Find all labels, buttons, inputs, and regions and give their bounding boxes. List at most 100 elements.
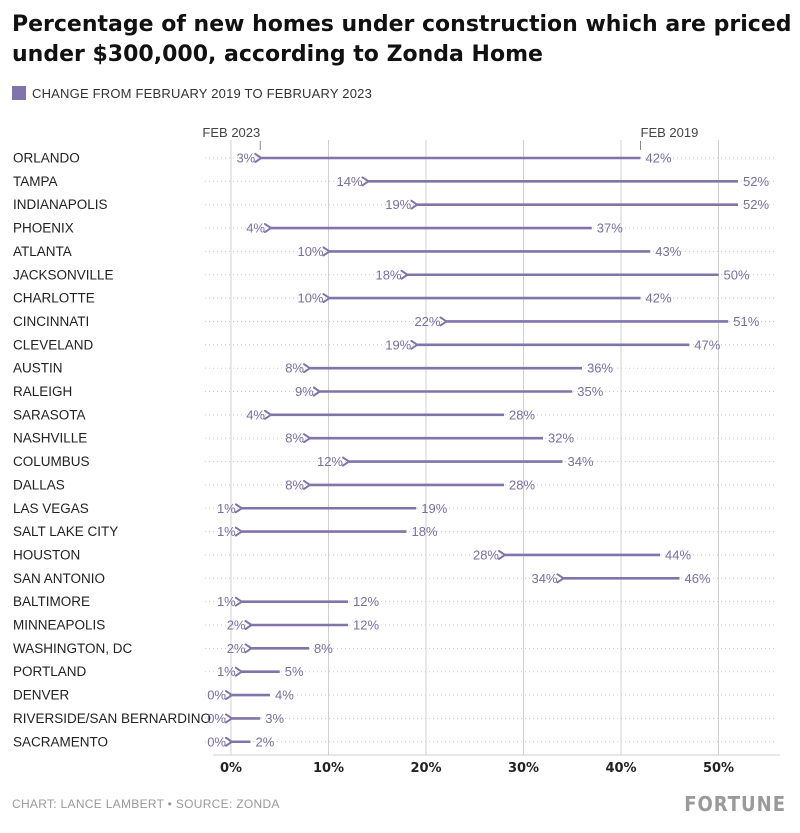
x-axis: 0% 10% 20% 30% 40% 50% — [213, 754, 780, 776]
feb2019-value-label: 46% — [685, 571, 711, 586]
feb2023-value-label: 1% — [217, 594, 236, 609]
row: BALTIMORE 1% 12% — [13, 594, 379, 609]
city-label: SARASOTA — [13, 407, 86, 422]
row: PHOENIX 4% 37% — [13, 221, 623, 236]
city-label: CINCINNATI — [13, 314, 89, 329]
feb2023-value-label: 9% — [295, 384, 314, 399]
feb2023-value-label: 10% — [297, 244, 323, 259]
city-label: ORLANDO — [13, 151, 80, 166]
city-label: RIVERSIDE/SAN BERNARDINO — [13, 711, 211, 726]
city-label: COLUMBUS — [13, 454, 90, 469]
city-label: SAN ANTONIO — [13, 571, 105, 586]
feb2019-value-label: 28% — [509, 407, 535, 422]
x-tick-label: 20% — [410, 761, 441, 776]
city-label: DENVER — [13, 688, 70, 703]
x-tick-label: 10% — [313, 761, 344, 776]
row: RALEIGH 9% 35% — [13, 384, 604, 399]
feb2023-value-label: 8% — [285, 431, 304, 446]
period-headers: FEB 2023 FEB 2019 — [202, 125, 698, 150]
feb2019-value-label: 4% — [275, 688, 294, 703]
feb2019-value-label: 52% — [743, 197, 769, 212]
feb2023-value-label: 12% — [317, 454, 343, 469]
feb2023-value-label: 1% — [217, 501, 236, 516]
chart-title: Percentage of new homes under constructi… — [12, 12, 792, 67]
feb2019-value-label: 35% — [577, 384, 603, 399]
feb2023-value-label: 0% — [207, 688, 226, 703]
row-guides — [205, 157, 775, 743]
row: SACRAMENTO 0% 2% — [13, 734, 275, 749]
row: SAN ANTONIO 34% 46% — [13, 571, 711, 586]
feb2023-value-label: 8% — [285, 361, 304, 376]
feb2023-value-label: 19% — [385, 197, 411, 212]
row: NASHVILLE 8% 32% — [13, 431, 574, 446]
row: CINCINNATI 22% 51% — [13, 314, 760, 329]
feb2019-value-label: 43% — [655, 244, 681, 259]
legend-swatch — [12, 86, 26, 100]
feb2019-value-label: 52% — [743, 174, 769, 189]
end-period-label: FEB 2023 — [202, 125, 260, 140]
row: DALLAS 8% 28% — [13, 477, 535, 492]
feb2019-value-label: 18% — [412, 524, 438, 539]
city-label: SACRAMENTO — [13, 734, 108, 749]
feb2023-value-label: 8% — [285, 477, 304, 492]
feb2019-value-label: 36% — [587, 361, 613, 376]
x-tick-label: 40% — [605, 761, 636, 776]
row: TAMPA 14% 52% — [13, 174, 769, 189]
feb2019-value-label: 5% — [285, 664, 304, 679]
fortune-logo: FORTUNE — [684, 792, 786, 816]
row: DENVER 0% 4% — [13, 688, 294, 703]
feb2019-value-label: 32% — [548, 431, 574, 446]
row: HOUSTON 28% 44% — [13, 547, 691, 562]
city-label: CHARLOTTE — [13, 291, 95, 306]
feb2023-value-label: 22% — [414, 314, 440, 329]
city-label: HOUSTON — [13, 547, 80, 562]
row: WASHINGTON, DC 2% 8% — [13, 641, 333, 656]
feb2019-value-label: 34% — [568, 454, 594, 469]
feb2023-value-label: 1% — [217, 664, 236, 679]
row: PORTLAND 1% 5% — [13, 664, 304, 679]
x-tick-label: 0% — [220, 761, 242, 776]
start-period-label: FEB 2019 — [641, 125, 699, 140]
feb2019-value-label: 19% — [421, 501, 447, 516]
city-label: SALT LAKE CITY — [13, 524, 118, 539]
city-label: AUSTIN — [13, 361, 63, 376]
feb2023-value-label: 4% — [246, 221, 265, 236]
feb2023-value-label: 28% — [473, 547, 499, 562]
row: MINNEAPOLIS 2% 12% — [13, 618, 379, 633]
city-label: NASHVILLE — [13, 431, 87, 446]
city-label: DALLAS — [13, 477, 65, 492]
feb2019-value-label: 47% — [694, 337, 720, 352]
row: SALT LAKE CITY 1% 18% — [13, 524, 438, 539]
arrow-chart: FEB 2023 FEB 2019 ORLANDO 3% 42% TAMPA 14% 52%… — [13, 125, 780, 776]
city-label: RALEIGH — [13, 384, 72, 399]
feb2023-value-label: 0% — [207, 711, 226, 726]
city-label: WASHINGTON, DC — [13, 641, 133, 656]
feb2023-value-label: 4% — [246, 407, 265, 422]
feb2019-value-label: 37% — [597, 221, 623, 236]
feb2019-value-label: 8% — [314, 641, 333, 656]
feb2023-value-label: 2% — [227, 618, 246, 633]
feb2019-value-label: 42% — [646, 291, 672, 306]
feb2019-value-label: 44% — [665, 547, 691, 562]
city-label: MINNEAPOLIS — [13, 618, 105, 633]
city-label: PHOENIX — [13, 221, 74, 236]
feb2023-value-label: 0% — [207, 734, 226, 749]
x-tick-label: 50% — [703, 761, 734, 776]
feb2023-value-label: 2% — [227, 641, 246, 656]
city-label: BALTIMORE — [13, 594, 90, 609]
footer-credit: CHART: LANCE LAMBERT • SOURCE: ZONDA — [12, 797, 280, 811]
feb2019-value-label: 28% — [509, 477, 535, 492]
row: INDIANAPOLIS 19% 52% — [13, 197, 769, 212]
row: ATLANTA 10% 43% — [13, 244, 682, 259]
feb2019-value-label: 2% — [256, 734, 275, 749]
row: CHARLOTTE 10% 42% — [13, 291, 672, 306]
row: AUSTIN 8% 36% — [13, 361, 613, 376]
rows: ORLANDO 3% 42% TAMPA 14% 52% INDIANAPOLIS 19% 52… — [13, 151, 769, 750]
feb2023-value-label: 19% — [385, 337, 411, 352]
city-label: ATLANTA — [13, 244, 72, 259]
feb2023-value-label: 10% — [297, 291, 323, 306]
feb2019-value-label: 51% — [733, 314, 759, 329]
legend: CHANGE FROM FEBRUARY 2019 TO FEBRUARY 20… — [12, 85, 372, 101]
legend-label: CHANGE FROM FEBRUARY 2019 TO FEBRUARY 20… — [32, 85, 373, 101]
